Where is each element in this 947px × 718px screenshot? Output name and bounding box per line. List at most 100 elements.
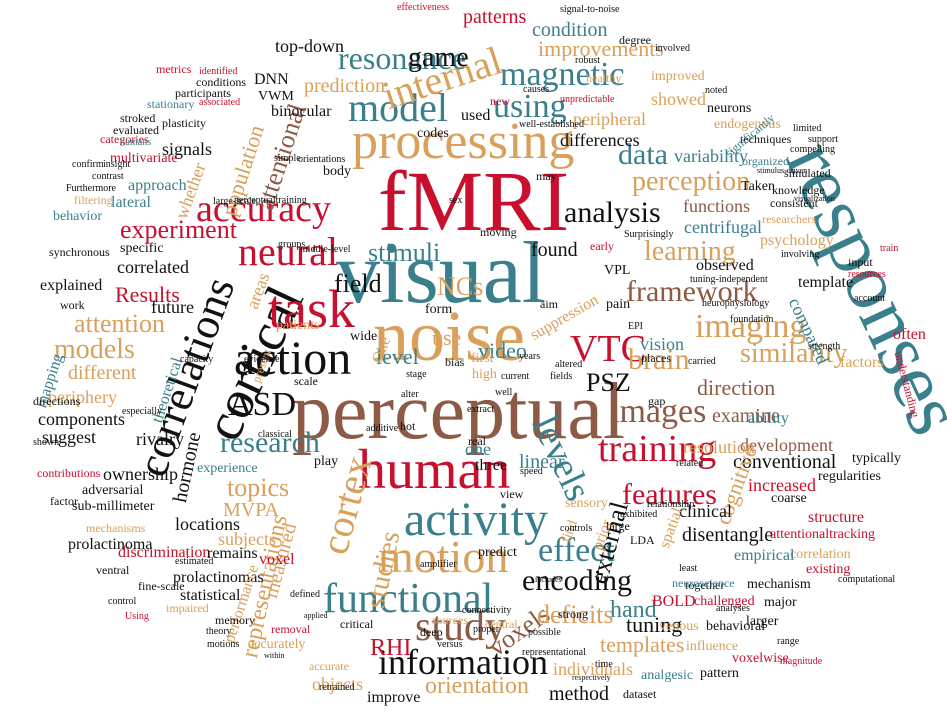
word-linear: linear — [519, 451, 565, 473]
word-simulated: simulated — [784, 166, 831, 180]
word-stimuli: stimuli — [368, 238, 441, 267]
word-middle-level: middle-level — [300, 244, 351, 255]
word-condition: condition — [532, 19, 608, 41]
word-scale: scale — [294, 374, 318, 388]
word-periphery: periphery — [48, 387, 117, 407]
word-taken: Taken — [741, 179, 776, 194]
word-sources: sources — [432, 613, 468, 627]
word-tuning: tuning — [626, 612, 683, 637]
word-clinical: clinical — [679, 501, 732, 521]
word-train: train — [880, 243, 899, 254]
word-connectivity: connectivity — [462, 605, 512, 616]
word-using: using — [493, 88, 567, 125]
word-view: view — [500, 487, 524, 501]
word-venous: venous — [659, 619, 699, 634]
word-often: often — [893, 326, 926, 343]
word-vpl: VPL — [604, 263, 631, 278]
word-orientations: orientations — [298, 154, 346, 165]
word-account: account — [854, 293, 886, 304]
word-first: first — [471, 351, 494, 366]
word-locations: locations — [175, 514, 240, 534]
word-one: one — [465, 439, 491, 459]
word-correlation: correlation — [790, 547, 851, 562]
word-adversarial: adversarial — [82, 483, 144, 498]
word-high: high — [472, 367, 497, 382]
word-discrimination: discrimination — [118, 544, 211, 561]
word-new: new — [490, 94, 510, 108]
word-analyses: analyses — [716, 603, 750, 614]
word-learning: learning — [644, 236, 736, 267]
word-controls: controls — [560, 523, 593, 534]
word-effectiveness: effectiveness — [397, 2, 450, 13]
word-fmri: fMRI — [378, 153, 570, 249]
word-development: development — [740, 435, 833, 455]
word-aim: aim — [540, 297, 558, 311]
word-involving: involving — [781, 249, 820, 260]
word-relationship: relationship — [647, 499, 695, 510]
word-filtering: filtering — [74, 193, 113, 207]
word-vision: vision — [640, 334, 685, 354]
word-researchers: researchers — [762, 212, 816, 226]
word-direction: direction — [697, 375, 776, 400]
word-results: Results — [115, 282, 180, 307]
word-proper: proper — [473, 624, 500, 635]
word-impaired: impaired — [166, 601, 209, 615]
word-identified: identified — [199, 66, 238, 77]
word-degree: degree — [619, 33, 651, 47]
word-coarse: coarse — [771, 491, 807, 506]
word-experiment: experiment — [120, 215, 237, 244]
word-neurons: neurons — [707, 101, 752, 116]
word-motions: motions — [207, 639, 240, 650]
word-multivariate: multivariate — [110, 151, 178, 166]
word-form: form — [425, 302, 453, 317]
word-range: range — [777, 636, 800, 647]
word-moving: moving — [480, 225, 517, 239]
word-imaging: imaging — [695, 308, 807, 345]
word-mvpa: MVPA — [223, 499, 279, 521]
word-activity: activity — [404, 493, 548, 546]
word-speed: speed — [520, 466, 543, 477]
word-suggest: suggest — [42, 427, 96, 447]
word-training: training — [598, 428, 717, 470]
word-defined: defined — [290, 589, 320, 600]
word-bold: BOLD — [652, 593, 696, 610]
word-least: least — [679, 563, 698, 574]
word-includes: includes — [535, 575, 562, 584]
word-attentionaltracking: attentionaltracking — [770, 527, 875, 542]
word-voxelwise: voxelwise — [732, 651, 789, 666]
word-stage: stage — [406, 369, 427, 380]
word-binocular: binocular — [271, 103, 332, 120]
word-removal: removal — [271, 622, 311, 636]
word-visualization: visualization — [794, 194, 835, 203]
word-framework: framework — [626, 275, 758, 308]
word-early: early — [590, 239, 614, 253]
word-existing: existing — [806, 562, 851, 577]
word-perception: perception — [632, 166, 751, 197]
word-vwm: VWM — [258, 89, 294, 104]
word-used: used — [461, 107, 491, 124]
word-deep: deep — [420, 625, 443, 639]
word-involved: involved — [655, 43, 690, 54]
word-knowledge: knowledge — [772, 183, 825, 197]
word-voxel: voxel — [259, 551, 295, 568]
word-improvements: improvements — [538, 36, 664, 61]
word-stimulus-driven: stimulus-driven — [757, 166, 808, 175]
word-regularities: regularities — [818, 469, 881, 484]
word-versus: versus — [437, 639, 463, 650]
word-altered: altered — [555, 359, 583, 370]
word-tuning-independent: tuning-independent — [690, 274, 768, 285]
word-associated: associated — [199, 97, 241, 108]
word-well: well — [495, 387, 513, 398]
word-sex: sex — [449, 195, 463, 206]
word-memory: memory — [215, 613, 255, 627]
word-observed: observed — [696, 257, 754, 274]
word-structure: structure — [808, 509, 864, 526]
word-causes: causes — [523, 84, 550, 95]
word-correlated: correlated — [117, 257, 189, 277]
word-estimated: estimated — [175, 556, 214, 567]
word-disentangle: disentangle — [682, 524, 774, 546]
word-groups: groups — [278, 239, 306, 250]
word-noise: noise — [373, 296, 525, 376]
word-robust: robust — [575, 55, 600, 66]
word-prediction: prediction — [304, 75, 386, 97]
